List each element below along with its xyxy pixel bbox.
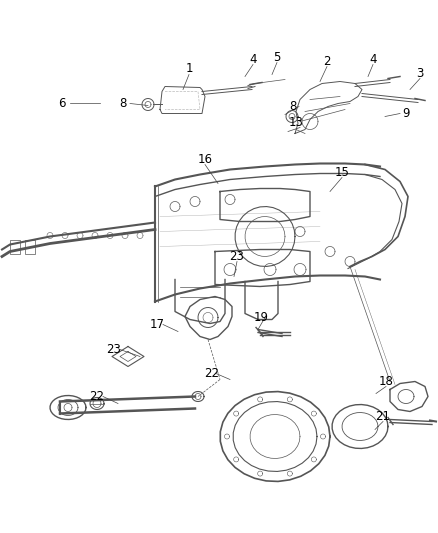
Text: 4: 4 [249, 53, 257, 66]
Text: 3: 3 [416, 67, 424, 80]
Text: 22: 22 [205, 367, 219, 380]
Text: 2: 2 [323, 55, 331, 68]
Text: 9: 9 [402, 107, 410, 120]
Text: 8: 8 [119, 97, 127, 110]
Text: 17: 17 [149, 318, 165, 331]
Text: 16: 16 [198, 153, 212, 166]
Text: 5: 5 [273, 51, 281, 64]
Bar [10, 239, 20, 254]
Text: 19: 19 [254, 311, 268, 324]
Text: 4: 4 [369, 53, 377, 66]
Text: 21: 21 [375, 410, 391, 423]
Text: 1: 1 [185, 62, 193, 75]
Text: 18: 18 [378, 375, 393, 388]
Text: 23: 23 [230, 250, 244, 263]
Text: 6: 6 [58, 97, 66, 110]
Text: 23: 23 [106, 343, 121, 356]
Text: 22: 22 [89, 390, 105, 403]
Text: 8: 8 [290, 100, 297, 113]
Bar [25, 239, 35, 254]
Text: 13: 13 [289, 116, 304, 129]
Text: 15: 15 [335, 166, 350, 179]
